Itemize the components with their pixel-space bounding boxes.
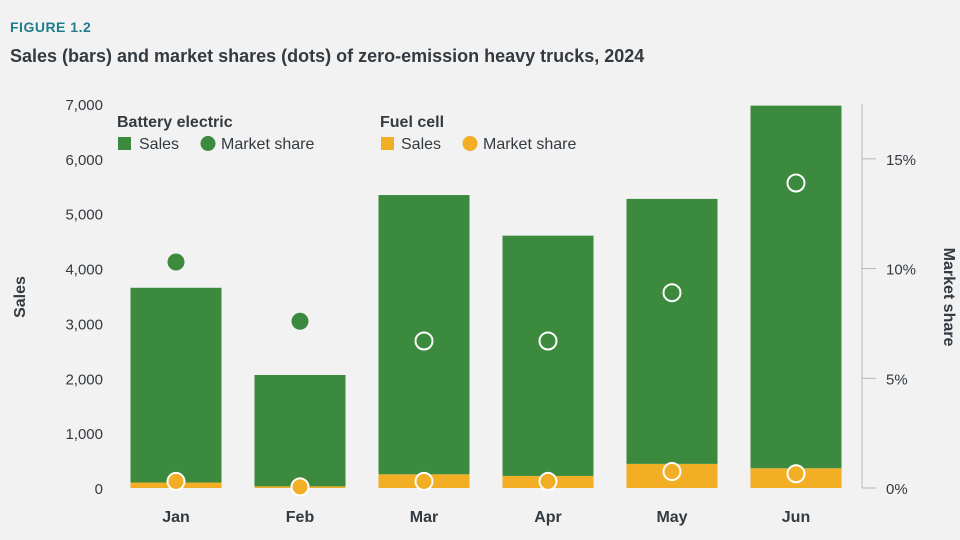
legend: Battery electric Sales Market share Fuel…: [117, 114, 576, 153]
legend-label-be-share: Market share: [221, 136, 314, 153]
legend-swatch-be-share: [200, 136, 216, 151]
bar-battery-electric-feb: [254, 374, 346, 487]
dot-battery-electric-jun: [786, 173, 806, 193]
dot-battery-electric-jan: [167, 253, 185, 271]
dot-battery-electric-may: [662, 283, 682, 303]
legend-label-be-sales: Sales: [139, 136, 179, 153]
legend-swatch-fc-sales: [381, 137, 394, 150]
y2-tick-label: 15%: [886, 152, 916, 169]
y2-tick-label: 10%: [886, 262, 916, 279]
y-tick-label: 6,000: [65, 152, 103, 169]
legend-group-battery-electric: Battery electric: [117, 114, 233, 131]
x-tick-label: Jun: [782, 509, 810, 526]
dot-fuel-cell-may: [662, 462, 682, 482]
y2-tick-label: 0%: [886, 481, 908, 498]
dot-battery-electric-mar: [414, 331, 434, 351]
bar-battery-electric-apr: [502, 235, 594, 476]
y-tick-label: 3,000: [65, 316, 103, 333]
dot-fuel-cell-apr: [538, 471, 558, 491]
x-tick-label: May: [656, 509, 687, 526]
y-tick-label: 7,000: [65, 97, 103, 114]
x-tick-label: Apr: [534, 509, 562, 526]
legend-swatch-be-sales: [118, 137, 131, 150]
dot-fuel-cell-mar: [414, 471, 434, 491]
dot-battery-electric-feb: [291, 312, 309, 330]
y-tick-label: 2,000: [65, 371, 103, 388]
bar-battery-electric-may: [626, 198, 718, 464]
y2-axis-title: Market share: [940, 248, 957, 347]
legend-swatch-fc-share: [462, 136, 478, 151]
x-tick-label: Mar: [410, 509, 438, 526]
dots-layer: [166, 173, 806, 497]
y-tick-label: 4,000: [65, 262, 103, 279]
figure-label: FIGURE 1.2: [10, 19, 91, 35]
dot-fuel-cell-jan: [166, 471, 186, 491]
y-axis-left: 0 1,000 2,000 3,000 4,000 5,000 6,000 7,000: [65, 97, 103, 498]
legend-group-fuel-cell: Fuel cell: [380, 114, 444, 131]
y-tick-label: 5,000: [65, 207, 103, 224]
x-tick-label: Feb: [286, 509, 315, 526]
bars-layer: [130, 105, 842, 488]
legend-label-fc-sales: Sales: [401, 136, 441, 153]
y-tick-label: 0: [95, 481, 103, 498]
bar-battery-electric-jun: [750, 105, 842, 469]
y-tick-label: 1,000: [65, 426, 103, 443]
legend-label-fc-share: Market share: [483, 136, 576, 153]
dot-fuel-cell-feb: [290, 477, 310, 497]
bar-battery-electric-jan: [130, 287, 222, 483]
chart-title: Sales (bars) and market shares (dots) of…: [10, 46, 644, 66]
y2-tick-label: 5%: [886, 371, 908, 388]
x-tick-label: Jan: [162, 509, 190, 526]
y-axis-title: Sales: [12, 276, 29, 318]
dot-fuel-cell-jun: [786, 464, 806, 484]
y-axis-right: 0% 5% 10% 15%: [861, 104, 916, 498]
x-axis: Jan Feb Mar Apr May Jun: [162, 509, 810, 526]
dot-battery-electric-apr: [538, 331, 558, 351]
